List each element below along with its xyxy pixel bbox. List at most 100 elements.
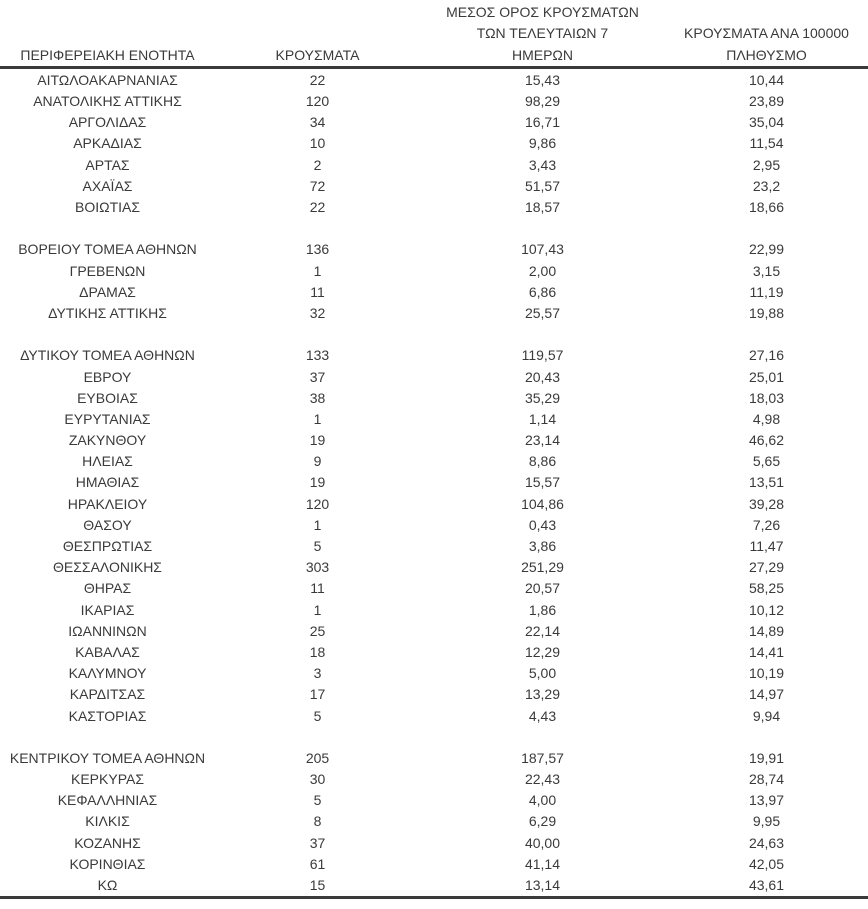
cell-name: ΑΡΚΑΔΙΑΣ [73, 135, 142, 152]
cell-name: ΒΟΙΩΤΙΑΣ [74, 199, 141, 216]
cell-cases: 18 [309, 643, 326, 660]
table-row: ΑΡΤΑΣ 2 3,43 2,95 [0, 155, 868, 176]
cell-avg7: 119,57 [521, 347, 564, 364]
cell-cases: 1 [313, 516, 322, 533]
cell-avg7: 251,29 [521, 559, 564, 576]
cell-per100k: 11,54 [749, 135, 784, 152]
cell-cases: 5 [313, 792, 322, 809]
table-row: ΗΡΑΚΛΕΙΟΥ 120 104,86 39,28 [0, 494, 868, 515]
table-row: ΚΟΡΙΝΘΙΑΣ 61 41,14 42,05 [0, 854, 868, 875]
cell-name: ΕΥΡΥΤΑΝΙΑΣ [64, 410, 151, 427]
cell-name: ΑΙΤΩΛΟΑΚΑΡΝΑΝΙΑΣ [37, 71, 178, 88]
header-cell-cases: ΚΡΟΥΣΜΑΤΑ [275, 46, 360, 63]
cell-name: ΘΕΣΣΑΛΟΝΙΚΗΣ [53, 559, 162, 576]
cell-cases: 11 [310, 580, 325, 597]
table-row: ΚΑΣΤΟΡΙΑΣ 5 4,43 9,94 [0, 706, 868, 727]
table-row: ΚΕΡΚΥΡΑΣ 30 22,43 28,74 [0, 769, 868, 790]
cell-per100k: 11,47 [749, 538, 784, 555]
cell-per100k: 22,99 [748, 241, 785, 258]
cell-per100k: 23,2 [752, 177, 781, 194]
cell-avg7: 22,43 [524, 771, 561, 788]
cell-name: ΚΟΖΑΝΗΣ [74, 834, 141, 851]
cell-cases: 22 [309, 71, 326, 88]
table-row: ΑΡΚΑΔΙΑΣ 10 9,86 11,54 [0, 133, 868, 154]
cell-avg7: 9,86 [528, 135, 557, 152]
cell-avg7: 187,57 [521, 749, 564, 766]
cell-name: ΚΑΣΤΟΡΙΑΣ [68, 707, 147, 724]
cell-avg7: 104,86 [521, 495, 564, 512]
cell-per100k: 46,62 [748, 432, 785, 449]
cell-per100k: 25,01 [748, 368, 785, 385]
cell-name: ΑΧΑΪΑΣ [82, 177, 133, 194]
table-row: ΑΡΓΟΛΙΔΑΣ 34 16,71 35,04 [0, 112, 868, 133]
cell-per100k: 27,29 [748, 559, 785, 576]
cell-name: ΗΜΑΘΙΑΣ [75, 474, 140, 491]
cell-avg7: 51,57 [524, 177, 561, 194]
cell-cases: 19 [309, 474, 326, 491]
table-row: ΗΜΑΘΙΑΣ 19 15,57 13,51 [0, 472, 868, 493]
cell-avg7: 1,14 [528, 410, 557, 427]
cell-avg7: 3,86 [528, 538, 557, 555]
cell-cases: 136 [305, 241, 330, 258]
cell-name: ΗΛΕΙΑΣ [82, 453, 133, 470]
cell-per100k: 35,04 [748, 114, 785, 131]
cell-name: ΗΡΑΚΛΕΙΟΥ [67, 495, 148, 512]
table-row: ΘΑΣΟΥ 1 0,43 7,26 [0, 515, 868, 536]
cell-name: ΑΡΤΑΣ [85, 156, 130, 173]
cell-per100k: 14,89 [748, 622, 785, 639]
cell-avg7: 40,00 [524, 834, 561, 851]
cell-avg7: 1,86 [528, 601, 557, 618]
spacer-row [0, 324, 868, 345]
cell-avg7: 41,14 [524, 855, 561, 872]
cell-cases: 8 [313, 813, 322, 830]
table-body: ΑΙΤΩΛΟΑΚΑΡΝΑΝΙΑΣ 22 15,43 10,44 ΑΝΑΤΟΛΙΚΗΣ Α… [0, 69, 868, 896]
cell-cases: 32 [309, 304, 326, 321]
cell-per100k: 23,89 [748, 93, 785, 110]
cell-per100k: 4,98 [752, 410, 781, 427]
table-row: ΘΕΣΣΑΛΟΝΙΚΗΣ 303 251,29 27,29 [0, 557, 868, 578]
table-row: ΚΕΝΤΡΙΚΟΥ ΤΟΜΕΑ ΑΘΗΝΩΝ 205 187,57 19,91 [0, 748, 868, 769]
cell-avg7: 6,86 [528, 283, 557, 300]
cell-cases: 19 [309, 432, 326, 449]
cell-cases: 1 [313, 410, 322, 427]
cell-avg7: 20,57 [524, 580, 561, 597]
header-cell-per100k: ΚΡΟΥΣΜΑΤΑ ΑΝΑ 100000 ΠΛΗΘΥΣΜΟ [684, 25, 849, 63]
cell-per100k: 18,03 [748, 389, 785, 406]
cell-cases: 30 [309, 771, 326, 788]
cell-avg7: 25,57 [524, 304, 561, 321]
cell-per100k: 13,97 [748, 792, 785, 809]
spacer-row [0, 727, 868, 748]
cell-cases: 5 [313, 538, 322, 555]
cell-name: ΕΒΡΟΥ [83, 368, 132, 385]
cell-name: ΚΕΦΑΛΛΗΝΙΑΣ [57, 792, 158, 809]
cell-avg7: 15,57 [524, 474, 561, 491]
cell-name: ΒΟΡΕΙΟΥ ΤΟΜΕΑ ΑΘΗΝΩΝ [18, 241, 197, 258]
cell-cases: 34 [309, 114, 326, 131]
header-cell-avg7: ΜΕΣΟΣ ΟΡΟΣ ΚΡΟΥΣΜΑΤΩΝ ΤΩΝ ΤΕΛΕΥΤΑΙΩΝ 7 Η… [446, 4, 639, 63]
cell-avg7: 2,00 [528, 262, 557, 279]
header-separator-line [0, 65, 868, 69]
cell-per100k: 39,28 [748, 495, 785, 512]
cell-avg7: 107,43 [521, 241, 564, 258]
cell-avg7: 3,43 [528, 156, 557, 173]
cell-avg7: 13,29 [524, 686, 561, 703]
table-row: ΗΛΕΙΑΣ 9 8,86 5,65 [0, 451, 868, 472]
cell-cases: 38 [309, 389, 326, 406]
header-cell-region: ΠΕΡΙΦΕΡΕΙΑΚΗ ΕΝΟΤΗΤΑ [20, 46, 195, 63]
cell-name: ΔΥΤΙΚΗΣ ΑΤΤΙΚΗΣ [48, 304, 167, 321]
cell-per100k: 43,61 [748, 877, 785, 894]
table-row: ΚΑΒΑΛΑΣ 18 12,29 14,41 [0, 642, 868, 663]
cell-name: ΖΑΚΥΝΘΟΥ [68, 432, 147, 449]
cell-name: ΑΡΓΟΛΙΔΑΣ [68, 114, 147, 131]
cell-cases: 3 [313, 665, 322, 682]
cell-per100k: 2,95 [752, 156, 781, 173]
cell-cases: 22 [309, 199, 326, 216]
cell-name: ΙΩΑΝΝΙΝΩΝ [68, 622, 147, 639]
table-row: ΓΡΕΒΕΝΩΝ 1 2,00 3,15 [0, 261, 868, 282]
table-row: ΑΙΤΩΛΟΑΚΑΡΝΑΝΙΑΣ 22 15,43 10,44 [0, 70, 868, 91]
table-row: ΘΗΡΑΣ 11 20,57 58,25 [0, 578, 868, 599]
table-row: ΙΩΑΝΝΙΝΩΝ 25 22,14 14,89 [0, 621, 868, 642]
cell-cases: 10 [309, 135, 326, 152]
cell-avg7: 15,43 [524, 71, 561, 88]
